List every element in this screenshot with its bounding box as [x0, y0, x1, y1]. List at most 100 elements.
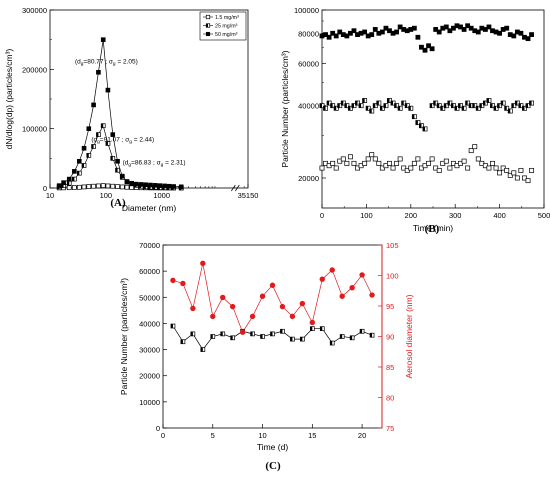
data-point-c: [180, 280, 186, 287]
data-point-b: [369, 32, 375, 38]
panel-c: 0 10000 20000 30000 40000 50000 60000 70000 75 80…: [119, 241, 414, 472]
annotation-part: (d: [123, 159, 129, 166]
data-point-c-half: [260, 334, 263, 339]
panel-b: 20000 40000 60000 80000 100000 0 100 200 300 400 5…: [280, 6, 550, 235]
legend-marker-a-half: [206, 23, 208, 28]
data-point-c: [289, 313, 296, 320]
y-tick-label-c: 30000: [139, 346, 160, 355]
data-point-a: [66, 176, 72, 182]
data-point-b: [525, 103, 531, 109]
data-point-b-half: [366, 106, 369, 111]
panel-label-c: (C): [265, 460, 281, 472]
data-point-b: [394, 160, 400, 166]
data-point-a: [86, 126, 92, 131]
data-point-c: [200, 260, 206, 266]
data-point-b: [440, 105, 446, 111]
data-point-a: [100, 37, 106, 42]
data-point-b-half: [440, 106, 443, 111]
data-point-c: [329, 340, 335, 346]
data-point-b-half: [327, 100, 330, 106]
x-tick-label-b: 500: [538, 211, 550, 220]
data-point-c-half: [200, 347, 203, 352]
x-tick-label-b: 100: [360, 211, 373, 220]
annotation-part: =86.83 ; σ: [131, 159, 161, 166]
annotation-a-0: (dg=80.77 ; σg = 2.05): [75, 58, 138, 67]
data-point-b-half: [351, 103, 354, 108]
annotation-part: =80.77 ; σ: [83, 58, 113, 65]
y-axis-label-b: Particle Number (particles/cm³): [280, 50, 290, 167]
data-point-c: [359, 272, 365, 278]
data-point-b-half: [511, 103, 514, 108]
data-point-c: [299, 300, 306, 307]
data-point-c: [349, 285, 355, 291]
data-point-b-half: [504, 106, 507, 111]
annotation-part: (d: [75, 58, 81, 65]
data-point-b: [383, 25, 389, 31]
data-point-b: [323, 105, 329, 111]
data-point-b-half: [451, 103, 454, 108]
data-point-a: [100, 123, 106, 129]
data-point-c-half: [220, 331, 223, 336]
data-point-b: [504, 167, 510, 173]
data-point-b: [447, 100, 453, 106]
data-point-b: [504, 105, 510, 111]
data-point-b: [486, 24, 492, 30]
data-point-b: [436, 103, 442, 109]
y-tick-label-c: 70000: [139, 241, 160, 250]
annotation-part: g: [113, 62, 116, 67]
data-point-b: [355, 100, 360, 106]
data-point-b: [333, 33, 339, 39]
data-point-b: [461, 27, 467, 32]
data-point-b-half: [337, 103, 340, 108]
data-point-b: [365, 156, 371, 162]
data-point-c-half: [170, 324, 173, 329]
data-point-a: [76, 170, 82, 176]
annotation-part: g: [81, 62, 84, 67]
data-point-b-half: [486, 98, 489, 103]
data-point-b-half: [415, 120, 418, 125]
data-point-a: [178, 184, 184, 190]
data-point-a: [72, 176, 77, 182]
data-point-b: [443, 24, 449, 30]
y-tick-label-b: 100000: [294, 6, 319, 15]
data-point-a: [166, 183, 172, 189]
data-point-a-half: [86, 153, 89, 158]
data-point-b-half: [508, 108, 511, 114]
data-point-b: [426, 43, 431, 49]
x-tick-label-c: 5: [211, 431, 215, 440]
data-point-b: [333, 165, 339, 171]
data-point-b-half: [408, 106, 411, 111]
data-point-b-half: [525, 103, 529, 108]
data-point-a: [138, 182, 144, 187]
data-point-b: [426, 160, 432, 166]
data-point-c: [190, 305, 196, 312]
data-point-c: [220, 331, 226, 337]
data-point-c: [170, 277, 176, 284]
data-point-b-half: [469, 103, 472, 108]
data-point-b-half: [319, 103, 322, 108]
data-point-b: [415, 34, 421, 40]
data-point-a: [119, 173, 125, 179]
y2-tick-label-c: 80: [386, 394, 394, 403]
data-point-b-half: [522, 106, 525, 111]
data-point-b: [411, 160, 417, 166]
data-point-b: [408, 105, 414, 111]
data-point-a: [143, 182, 149, 188]
data-point-c-half: [210, 334, 213, 339]
panel-a: 0 100000 200000 300000 10 100 1000 35150 Diamete…: [4, 6, 258, 213]
data-point-a: [86, 184, 92, 189]
data-point-b: [497, 170, 503, 176]
y-tick-label-c: 20000: [139, 372, 160, 381]
y-tick-label-b: 80000: [298, 29, 319, 38]
data-point-b-half: [358, 103, 362, 108]
data-point-c: [220, 294, 226, 301]
data-point-c: [190, 331, 196, 337]
data-point-b-half: [437, 103, 440, 108]
data-point-b: [447, 165, 453, 171]
data-point-a: [81, 184, 87, 190]
y-tick-label-a: 200000: [22, 65, 47, 74]
y-tick-label-c: 10000: [139, 398, 160, 407]
data-point-b: [490, 103, 495, 109]
data-point-a-half: [101, 123, 104, 128]
